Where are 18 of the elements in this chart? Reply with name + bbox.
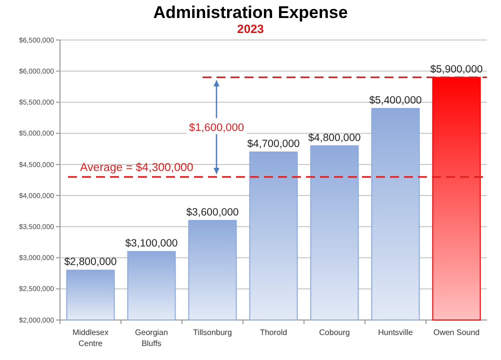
x-tick-label: Cobourg — [319, 328, 350, 337]
x-tick-label: Georgian Bluffs — [135, 328, 168, 348]
data-label: $3,100,000 — [125, 238, 178, 250]
data-label: $4,700,000 — [247, 138, 300, 150]
x-tick-label: Middlesex Centre — [72, 328, 109, 348]
data-label: $5,900,000 — [430, 63, 483, 76]
x-tick-label: Tillsonburg — [193, 328, 232, 337]
data-label: $4,800,000 — [308, 132, 361, 144]
x-tick-label: Owen Sound — [433, 328, 480, 337]
data-label: $5,400,000 — [369, 94, 422, 106]
chart-subtitle: 2023 — [237, 22, 264, 36]
x-tick-label: Thorold — [260, 328, 288, 337]
annotation: $1,600,000 — [188, 122, 244, 134]
ref-line-label: Average = $4,300,000 — [80, 162, 194, 174]
data-label: $3,600,000 — [186, 206, 239, 218]
chart-title: Administration Expense — [153, 3, 348, 22]
x-tick-label: Huntsville — [378, 328, 414, 337]
data-label: $2,800,000 — [64, 256, 117, 268]
